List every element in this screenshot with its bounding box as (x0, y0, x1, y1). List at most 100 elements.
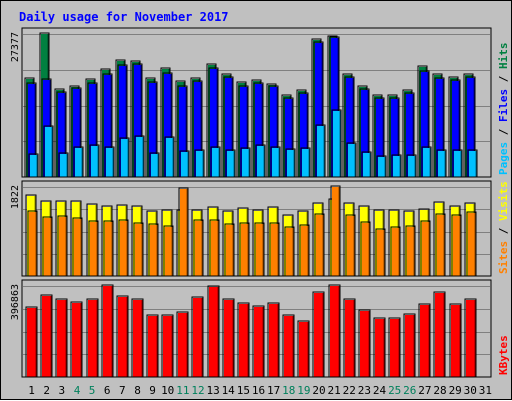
kbytes-bar-day-10-outline (161, 314, 174, 378)
sites-bar-day-3-fill (59, 217, 66, 276)
sites-bar-day-7-outline (118, 219, 129, 277)
sites-bar-day-5-fill (90, 222, 97, 276)
pages-bar-day-26-outline (406, 154, 417, 178)
pages-bar-day-23-outline (361, 151, 372, 178)
kbytes-bar-day-24-fill (375, 319, 384, 377)
files-bar-day-16-fill (255, 84, 262, 177)
kbytes-bar-day-9-fill (148, 316, 157, 377)
pages-bar-day-3 (58, 152, 69, 178)
pages-bar-day-4-fill (75, 148, 82, 177)
kbytes-bar-day-21-outline (328, 284, 341, 378)
files-bar-day-3-fill (58, 93, 65, 177)
pages-bar-day-8-fill (136, 137, 143, 177)
day-label-21: 21 (327, 384, 340, 397)
pages-bar-day-10 (164, 136, 175, 178)
pages-bar-day-28 (436, 149, 447, 178)
pages-bar-day-15 (240, 147, 251, 178)
pages-bar-day-19-fill (302, 149, 309, 177)
kbytes-bar-day-14-fill (224, 300, 233, 377)
pages-bar-day-1 (28, 153, 39, 178)
kbytes-bar-day-29-fill (451, 305, 460, 377)
kbytes-bar-day-17 (267, 302, 280, 378)
files-bar-day-27-fill (421, 72, 428, 177)
day-label-5: 5 (89, 384, 96, 397)
kbytes-bar-day-4-fill (72, 303, 81, 377)
pages-bar-day-11-fill (181, 152, 188, 177)
kbytes-bar-day-20-fill (314, 293, 323, 377)
sites-bar-day-27 (420, 220, 431, 277)
sites-bar-day-8-outline (133, 222, 144, 277)
day-label-15: 15 (237, 384, 250, 397)
sites-bar-day-13-fill (211, 221, 218, 276)
sites-bar-day-11-fill (180, 189, 187, 276)
sites-bar-day-29-fill (453, 216, 460, 276)
sites-bar-day-15-outline (239, 222, 250, 277)
middle-max-label: 1822 (10, 185, 21, 209)
kbytes-bar-day-15-outline (237, 302, 250, 378)
sites-bar-day-7-fill (120, 221, 127, 276)
pages-bar-day-24 (376, 155, 387, 178)
kbytes-bar-day-21 (328, 284, 341, 378)
sites-bar-day-10-outline (163, 225, 174, 277)
day-label-29: 29 (449, 384, 462, 397)
kbytes-bar-day-13-outline (207, 285, 220, 378)
pages-bar-day-6 (104, 146, 115, 178)
pages-bar-day-10-fill (166, 138, 173, 177)
sites-bar-day-24-fill (377, 230, 384, 276)
day-label-3: 3 (58, 384, 65, 397)
files-bar-day-30-fill (467, 78, 474, 177)
pages-bar-day-23 (361, 151, 372, 178)
files-bar-day-1-fill (28, 84, 35, 177)
sites-bar-day-2-outline (42, 216, 53, 277)
pages-bar-day-14-outline (225, 149, 236, 178)
pages-bar-day-29 (452, 149, 463, 178)
kbytes-bar-day-28-fill (435, 293, 444, 377)
day-label-27: 27 (418, 384, 431, 397)
pages-bar-day-20-outline (315, 124, 326, 178)
kbytes-bar-day-8-fill (133, 300, 142, 377)
day-label-25: 25 (388, 384, 401, 397)
sites-bar-day-17 (269, 222, 280, 277)
pages-bar-day-2 (43, 125, 54, 178)
pages-bar-day-16-outline (255, 144, 266, 178)
kbytes-bar-day-17-fill (269, 304, 278, 377)
pages-bar-day-9 (149, 152, 160, 178)
kbytes-bar-day-20 (312, 291, 325, 378)
files-bar-day-12-fill (194, 82, 201, 177)
sites-bar-day-21-outline (330, 185, 341, 277)
kbytes-bar-day-25-fill (390, 319, 399, 377)
pages-bar-day-3-outline (58, 152, 69, 178)
kbytes-bar-day-7-fill (118, 297, 127, 377)
files-bar-day-25-fill (391, 99, 398, 177)
top-legend: Pages / Files / Hits (497, 43, 510, 176)
kbytes-bar-day-7 (116, 295, 129, 378)
pages-bar-day-1-fill (30, 155, 37, 177)
pages-bar-day-27-fill (423, 148, 430, 177)
pages-bar-day-7 (119, 137, 130, 178)
pages-bar-day-12-outline (194, 149, 205, 178)
kbytes-bar-day-10-fill (163, 316, 172, 377)
sites-bar-day-18 (284, 226, 295, 277)
sites-bar-day-9 (148, 223, 159, 277)
kbytes-bar-day-29 (449, 303, 462, 378)
kbytes-bar-day-11-outline (176, 311, 189, 378)
middle-legend-part-2: Visits (497, 181, 510, 221)
kbytes-bar-day-30 (464, 298, 477, 378)
day-label-28: 28 (433, 384, 446, 397)
kbytes-bar-day-8 (131, 298, 144, 378)
bottom-legend-part-0: KBytes (497, 335, 510, 375)
sites-bar-day-23-outline (360, 221, 371, 277)
day-label-4: 4 (74, 384, 81, 397)
bottom-max-label: 396863 (10, 284, 21, 320)
kbytes-bar-day-16 (252, 305, 265, 378)
day-label-24: 24 (373, 384, 387, 397)
pages-bar-day-19-outline (300, 147, 311, 178)
sites-bar-day-25-fill (392, 228, 399, 276)
kbytes-bar-day-24-outline (373, 317, 386, 378)
sites-bar-day-3-outline (57, 215, 68, 277)
kbytes-bar-day-22-outline (343, 298, 356, 378)
sites-bar-day-29-outline (451, 214, 462, 277)
sites-bar-day-14-fill (226, 225, 233, 276)
pages-bar-day-23-fill (363, 153, 370, 177)
kbytes-bar-day-11-fill (178, 313, 187, 377)
